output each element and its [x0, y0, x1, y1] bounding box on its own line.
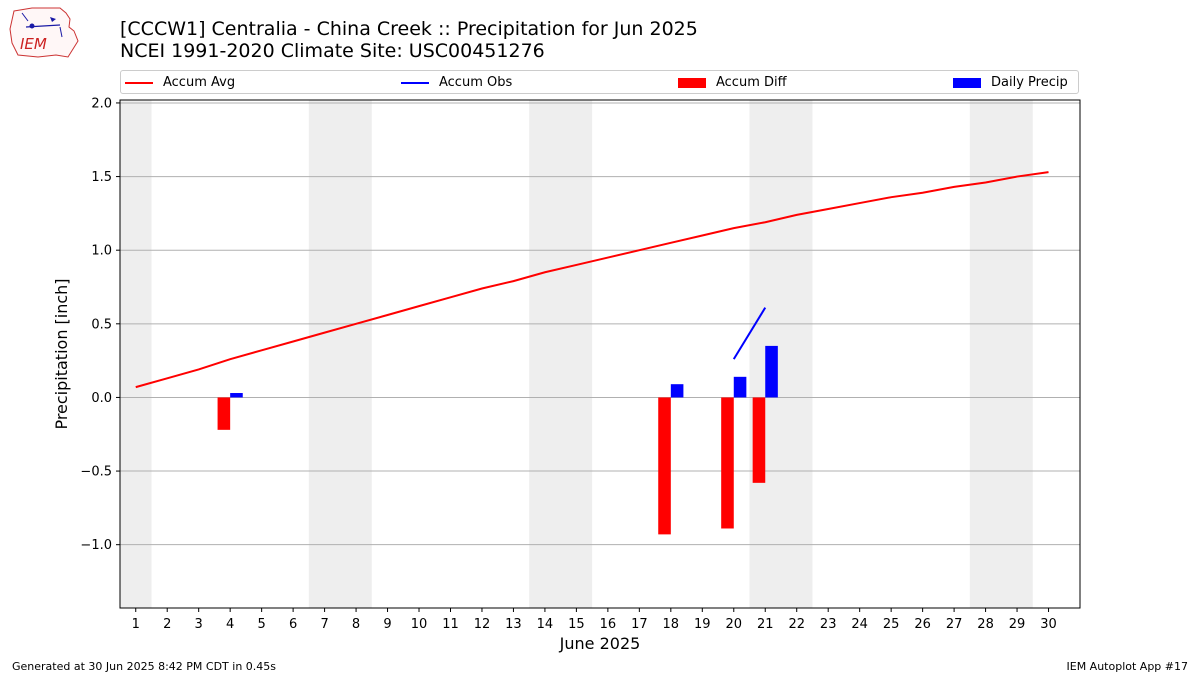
- legend-swatch-accum-avg: [125, 82, 153, 84]
- y-tick-label: 0.0: [91, 391, 112, 406]
- accum-avg-line: [135, 171, 1049, 389]
- x-tick-label: 10: [411, 617, 428, 632]
- accum-obs-line: [732, 307, 767, 360]
- x-tick-label: 19: [694, 617, 711, 632]
- x-tick-label: 1: [132, 617, 140, 632]
- daily-precip-bar: [670, 384, 684, 398]
- x-tick-label: 8: [352, 617, 360, 632]
- legend-swatch-accum-diff: [678, 78, 706, 88]
- x-tick-label: 26: [914, 617, 931, 632]
- legend-label-accum-avg: Accum Avg: [163, 75, 236, 90]
- x-tick-label: 4: [226, 617, 234, 632]
- accum-diff-bar: [217, 397, 231, 430]
- legend-label-accum-obs: Accum Obs: [439, 75, 513, 90]
- x-tick-label: 5: [257, 617, 265, 632]
- footer-generated: Generated at 30 Jun 2025 8:42 PM CDT in …: [12, 660, 277, 673]
- weekend-band: [120, 100, 152, 608]
- weekend-band: [749, 100, 813, 608]
- daily-precip-bar: [765, 345, 778, 398]
- legend-swatch-accum-obs: [401, 82, 429, 84]
- x-tick-label: 11: [442, 617, 459, 632]
- y-tick-label: 2.0: [91, 96, 112, 111]
- footer-app-id: IEM Autoplot App #17: [1066, 660, 1189, 673]
- x-tick-label: 14: [537, 617, 554, 632]
- x-tick-label: 29: [1009, 617, 1026, 632]
- iem-logo-icon: IEM: [9, 7, 79, 58]
- x-tick-label: 7: [320, 617, 328, 632]
- weekend-band: [308, 100, 372, 608]
- weekend-band: [969, 100, 1033, 608]
- accum-diff-bar: [721, 397, 734, 529]
- logo-text: IEM: [20, 35, 47, 53]
- plot-frame: [119, 99, 1081, 609]
- x-tick-label: 25: [883, 617, 900, 632]
- x-tick-label: 21: [757, 617, 774, 632]
- x-tick-label: 17: [631, 617, 648, 632]
- legend-label-daily-precip: Daily Precip: [991, 75, 1068, 90]
- accum-diff-bar: [752, 397, 766, 483]
- y-tick-label: −0.5: [80, 465, 112, 480]
- y-tick-label: 1.0: [91, 244, 112, 259]
- x-tick-label: 12: [474, 617, 491, 632]
- x-tick-label: 23: [820, 617, 837, 632]
- legend-swatch-daily-precip: [953, 78, 981, 88]
- y-axis-label: Precipitation [inch]: [52, 278, 71, 429]
- x-tick-label: 15: [568, 617, 585, 632]
- chart-legend: Accum Avg Accum Obs Accum Diff Daily Pre…: [120, 70, 1079, 94]
- x-tick-label: 3: [195, 617, 203, 632]
- x-tick-label: 9: [383, 617, 391, 632]
- x-tick-label: 28: [977, 617, 994, 632]
- x-tick-label: 22: [788, 617, 805, 632]
- x-tick-label: 2: [163, 617, 171, 632]
- x-tick-label: 30: [1040, 617, 1057, 632]
- x-tick-label: 6: [289, 617, 297, 632]
- iem-logo: IEM: [8, 5, 80, 59]
- x-tick-label: 13: [505, 617, 522, 632]
- y-tick-label: 1.5: [91, 170, 112, 185]
- legend-label-accum-diff: Accum Diff: [716, 75, 787, 90]
- y-tick-label: −1.0: [80, 538, 112, 553]
- x-tick-label: 24: [851, 617, 868, 632]
- x-tick-label: 16: [600, 617, 617, 632]
- y-tick-label: 0.5: [91, 317, 112, 332]
- x-axis-label: June 2025: [559, 634, 641, 653]
- daily-precip-bar: [230, 393, 243, 398]
- chart-title: [CCCW1] Centralia - China Creek :: Preci…: [120, 18, 698, 40]
- weekend-band: [529, 100, 593, 608]
- chart-subtitle: NCEI 1991-2020 Climate Site: USC00451276: [120, 40, 545, 62]
- x-tick-label: 27: [946, 617, 963, 632]
- x-tick-label: 20: [725, 617, 742, 632]
- daily-precip-bar: [733, 376, 747, 398]
- accum-diff-bar: [658, 397, 671, 535]
- x-tick-label: 18: [663, 617, 680, 632]
